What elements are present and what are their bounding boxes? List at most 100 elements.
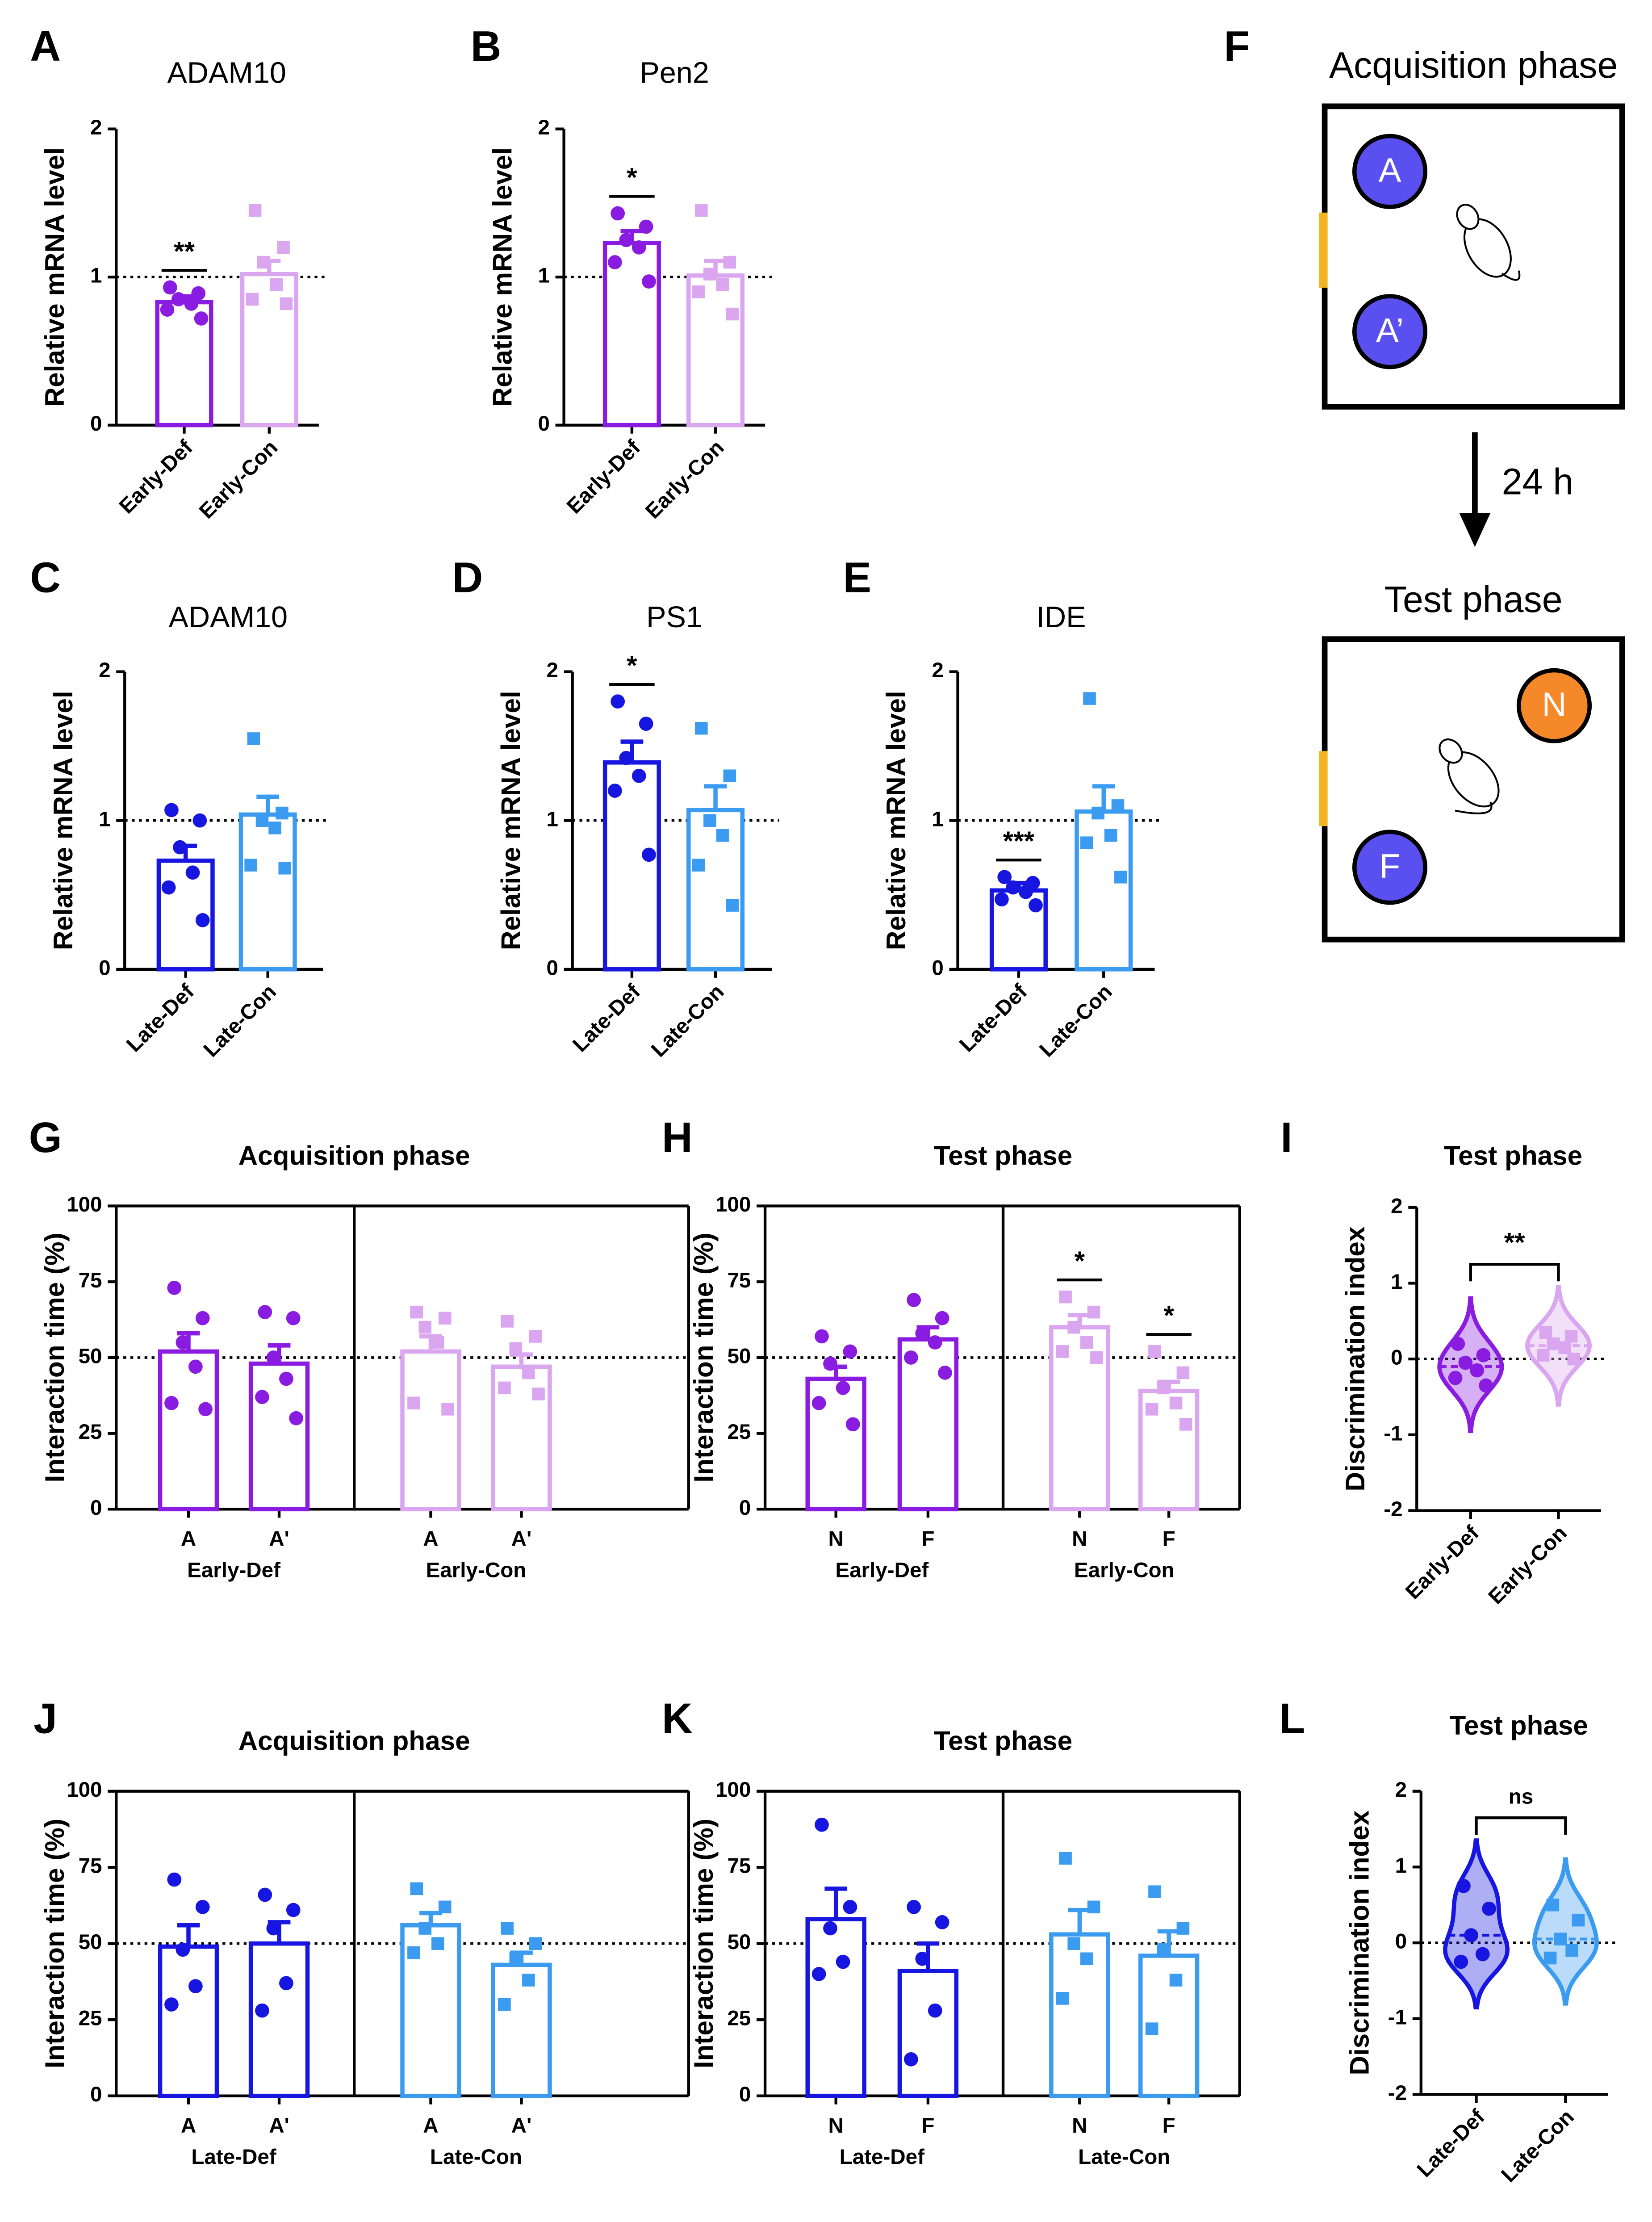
data-point — [843, 1344, 857, 1359]
data-point — [928, 2003, 942, 2018]
object-label: A — [1379, 151, 1401, 189]
y-tick-label: 0 — [1395, 1930, 1407, 1954]
error-bar — [824, 1887, 848, 1920]
error-bar — [1068, 1908, 1091, 1935]
data-point — [276, 806, 289, 820]
data-point — [176, 1942, 190, 1957]
data-point — [1006, 880, 1020, 895]
data-point — [1145, 2022, 1158, 2035]
data-point — [1547, 1337, 1560, 1350]
bar — [1075, 809, 1133, 972]
data-point — [167, 1280, 182, 1295]
y-tick-label: 2 — [1395, 1778, 1407, 1802]
data-point — [1567, 1352, 1581, 1366]
diagram-f: F Acquisition phase A A’ 24 h Test phase… — [1224, 23, 1625, 943]
x-tick-label: A' — [269, 1527, 289, 1551]
data-point — [815, 1329, 829, 1344]
significance-label: *** — [1003, 826, 1035, 856]
y-tick-label: 0 — [90, 1496, 102, 1520]
data-point — [286, 1903, 301, 1917]
object-label: A’ — [1376, 312, 1404, 350]
bar — [400, 1349, 461, 1512]
data-point — [522, 1974, 535, 1987]
data-point — [1572, 1913, 1585, 1927]
data-point — [501, 1922, 514, 1935]
panel: G Acquisition phase Interaction time (%) 0 2… — [29, 1114, 690, 1582]
panel-letter: D — [452, 554, 483, 602]
data-point — [938, 1366, 952, 1380]
data-point — [418, 1321, 432, 1334]
y-tick-label: 1 — [99, 807, 110, 831]
data-point — [1169, 1396, 1183, 1410]
bar — [238, 812, 297, 972]
panel-title: ADAM10 — [167, 57, 286, 90]
data-point — [1056, 1992, 1069, 2005]
data-point — [607, 255, 622, 269]
data-point — [163, 280, 177, 295]
significance-label: ** — [1504, 1227, 1525, 1258]
data-point — [1083, 692, 1096, 705]
data-point — [843, 1899, 857, 1914]
data-point — [161, 880, 176, 895]
data-point — [935, 1311, 949, 1325]
data-point — [611, 206, 625, 221]
data-point — [1176, 1366, 1190, 1379]
y-tick-label: 0 — [739, 2083, 751, 2106]
significance-label: * — [1163, 1300, 1174, 1330]
data-point — [280, 297, 293, 310]
bar — [158, 1944, 219, 2098]
y-tick-label: 50 — [727, 1345, 751, 1368]
y-tick-label: 50 — [727, 1930, 751, 1954]
y-axis-label: Relative mRNA level — [48, 691, 78, 950]
data-point — [176, 1335, 190, 1350]
x-tick-label: A — [423, 1527, 438, 1551]
data-point — [811, 1967, 826, 1981]
y-axis-label: Relative mRNA level — [39, 147, 70, 407]
data-point — [1080, 1336, 1093, 1349]
data-point — [164, 803, 179, 818]
data-point — [716, 278, 729, 291]
y-tick-label: 100 — [67, 1193, 102, 1216]
data-point — [501, 1315, 514, 1328]
x-tick-label: N — [1072, 1527, 1087, 1551]
y-tick-label: 1 — [1395, 1854, 1407, 1878]
data-point — [994, 892, 1009, 907]
data-point — [823, 1356, 837, 1371]
object — [1352, 294, 1428, 369]
data-point — [279, 1371, 293, 1386]
data-point — [522, 1366, 535, 1379]
data-point — [410, 1305, 423, 1319]
data-point — [903, 2052, 918, 2067]
data-point — [266, 1350, 281, 1365]
data-point — [1546, 1898, 1560, 1912]
data-point — [195, 913, 210, 927]
y-tick-label: 1 — [90, 264, 102, 288]
y-axis-label: Relative mRNA level — [487, 147, 517, 407]
data-point — [723, 256, 736, 269]
data-point — [278, 862, 291, 875]
data-point — [529, 1330, 542, 1343]
bar — [1049, 1932, 1110, 2098]
data-point — [815, 1817, 829, 1832]
object-label: N — [1542, 686, 1567, 724]
significance-label: * — [627, 650, 637, 680]
y-tick-label: 75 — [79, 1854, 102, 1878]
data-point — [1454, 1954, 1468, 1969]
object — [1352, 134, 1428, 209]
group-label: Early-Con — [1074, 1559, 1175, 1582]
panel-title: Pen2 — [640, 57, 709, 90]
data-point — [164, 1997, 179, 2012]
data-point — [407, 1396, 420, 1410]
data-point — [1451, 1337, 1465, 1351]
y-tick-label: 2 — [932, 658, 943, 682]
data-point — [1090, 1351, 1103, 1364]
panel-letter: F — [1224, 23, 1250, 70]
y-tick-label: 75 — [727, 1854, 751, 1878]
data-point — [1476, 1348, 1491, 1363]
y-tick-label: 0 — [932, 956, 943, 980]
data-point — [703, 814, 716, 827]
arrow-head — [1459, 513, 1491, 547]
data-point — [255, 1390, 269, 1404]
data-point — [907, 1899, 921, 1914]
panel-title: Test phase — [1444, 1140, 1582, 1171]
